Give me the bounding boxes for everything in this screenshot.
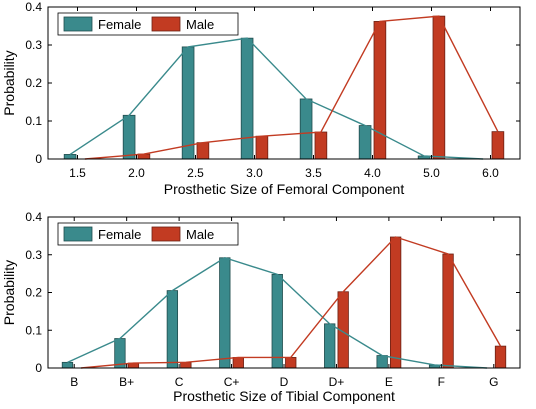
x-tick-label: G (489, 375, 498, 389)
bar-male-C (180, 361, 192, 369)
bar-female-C (166, 290, 179, 369)
fit-line-male (84, 15, 499, 160)
x-tick-label: 3.5 (305, 166, 322, 180)
x-axis-label: Prosthetic Size of Tibial Component (173, 388, 395, 404)
legend: Female Male (57, 222, 239, 246)
x-tick-label: 4.0 (364, 166, 381, 180)
x-tick-label: F (438, 375, 445, 389)
fit-line-female (67, 257, 488, 369)
x-tick-label: D (280, 375, 289, 389)
legend-swatch-female (63, 226, 93, 242)
y-tick-label: 0 (35, 152, 42, 166)
bar-female-3.0 (240, 37, 254, 160)
y-tick-label: 0.1 (25, 323, 42, 337)
x-tick-label: 2.0 (128, 166, 145, 180)
bar-male-E (389, 236, 402, 369)
chart-panel-2: 0 0.1 0.2 0.3 0.4 B B+ C C+ D D+ E F G Prosthetic Size… (1, 210, 521, 404)
bar-female-C+ (219, 257, 231, 369)
legend-swatch-male (151, 16, 181, 32)
bar-male-C+ (232, 357, 244, 369)
legend-label-male: Male (186, 227, 214, 242)
y-tick-label: 0.3 (25, 248, 42, 262)
bar-female-D+ (324, 323, 336, 369)
bar-male-F (442, 253, 454, 369)
y-tick-label: 0.4 (25, 210, 42, 224)
bar-female-3.5 (299, 98, 313, 160)
bar-female-E (376, 355, 388, 369)
bar-male-D (285, 357, 297, 369)
x-tick-label: D+ (329, 375, 345, 389)
x-tick-label: B+ (119, 375, 134, 389)
y-axis-label: Probability (1, 260, 17, 325)
fit-line-male (80, 236, 502, 369)
legend-swatch-male (151, 226, 181, 242)
y-axis-label: Probability (1, 50, 17, 115)
legend-swatch-female (63, 16, 93, 32)
x-tick-label: 3.0 (246, 166, 263, 180)
y-tick-label: 0.2 (25, 286, 42, 300)
y-tick-label: 0.4 (25, 0, 42, 14)
legend-label-female: Female (98, 227, 141, 242)
bar-female-4.0 (358, 125, 372, 160)
x-tick-label: 2.5 (187, 166, 204, 180)
legend-label-male: Male (186, 17, 214, 32)
legend-box (57, 222, 239, 246)
x-tick-label: 5.0 (423, 166, 440, 180)
y-tick-label: 0 (35, 361, 42, 375)
x-axis-label: Prosthetic Size of Femoral Component (164, 181, 405, 197)
bar-female-2.5 (181, 46, 195, 160)
bar-female-D (271, 273, 283, 369)
y-tick-label: 0.3 (25, 38, 42, 52)
bar-male-4.0 (373, 21, 387, 160)
x-tick-label: C (175, 375, 184, 389)
x-tick-label: 1.5 (69, 166, 86, 180)
bar-male-3.0 (255, 135, 269, 160)
legend: Female Male (57, 12, 239, 36)
fit-line-female (69, 37, 484, 160)
bar-male-3.5 (314, 131, 328, 160)
y-tick-label: 0.2 (25, 76, 42, 90)
legend-label-female: Female (98, 17, 141, 32)
bar-male-2.5 (196, 142, 210, 160)
x-tick-label: B (70, 375, 78, 389)
x-tick-label: C+ (224, 375, 240, 389)
bar-male-5.0 (432, 15, 446, 160)
bar-female-2.0 (122, 114, 136, 160)
y-tick-label: 0.1 (25, 114, 42, 128)
chart-panel-1: 0 0.1 0.2 0.3 0.4 1.5 2.0 2.5 3.0 3.5 4.0 5.0 6.0 Pro… (1, 0, 521, 197)
bar-male-6.0 (491, 131, 505, 160)
bar-female-1.5 (63, 154, 77, 160)
x-tick-label: E (385, 375, 393, 389)
bar-male-G (494, 345, 507, 369)
legend-box (57, 12, 239, 36)
x-tick-label: 6.0 (482, 166, 499, 180)
bar-female-B (61, 361, 74, 369)
